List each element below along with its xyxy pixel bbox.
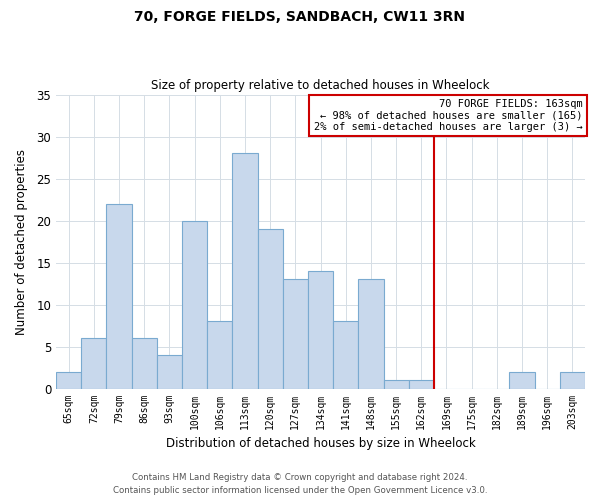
Bar [157,355,182,388]
Bar [81,338,106,388]
Text: Contains HM Land Registry data © Crown copyright and database right 2024.
Contai: Contains HM Land Registry data © Crown c… [113,474,487,495]
Bar [207,322,232,388]
Text: 70 FORGE FIELDS: 163sqm
← 98% of detached houses are smaller (165)
2% of semi-de: 70 FORGE FIELDS: 163sqm ← 98% of detache… [314,99,583,132]
X-axis label: Distribution of detached houses by size in Wheelock: Distribution of detached houses by size … [166,437,475,450]
Bar [56,372,81,388]
Bar [232,154,257,388]
Bar [509,372,535,388]
Bar [283,280,308,388]
Bar [383,380,409,388]
Bar [308,271,333,388]
Bar [106,204,131,388]
Y-axis label: Number of detached properties: Number of detached properties [15,148,28,334]
Bar [560,372,585,388]
Bar [409,380,434,388]
Bar [333,322,358,388]
Bar [131,338,157,388]
Bar [257,229,283,388]
Text: 70, FORGE FIELDS, SANDBACH, CW11 3RN: 70, FORGE FIELDS, SANDBACH, CW11 3RN [134,10,466,24]
Bar [182,220,207,388]
Bar [358,280,383,388]
Title: Size of property relative to detached houses in Wheelock: Size of property relative to detached ho… [151,79,490,92]
